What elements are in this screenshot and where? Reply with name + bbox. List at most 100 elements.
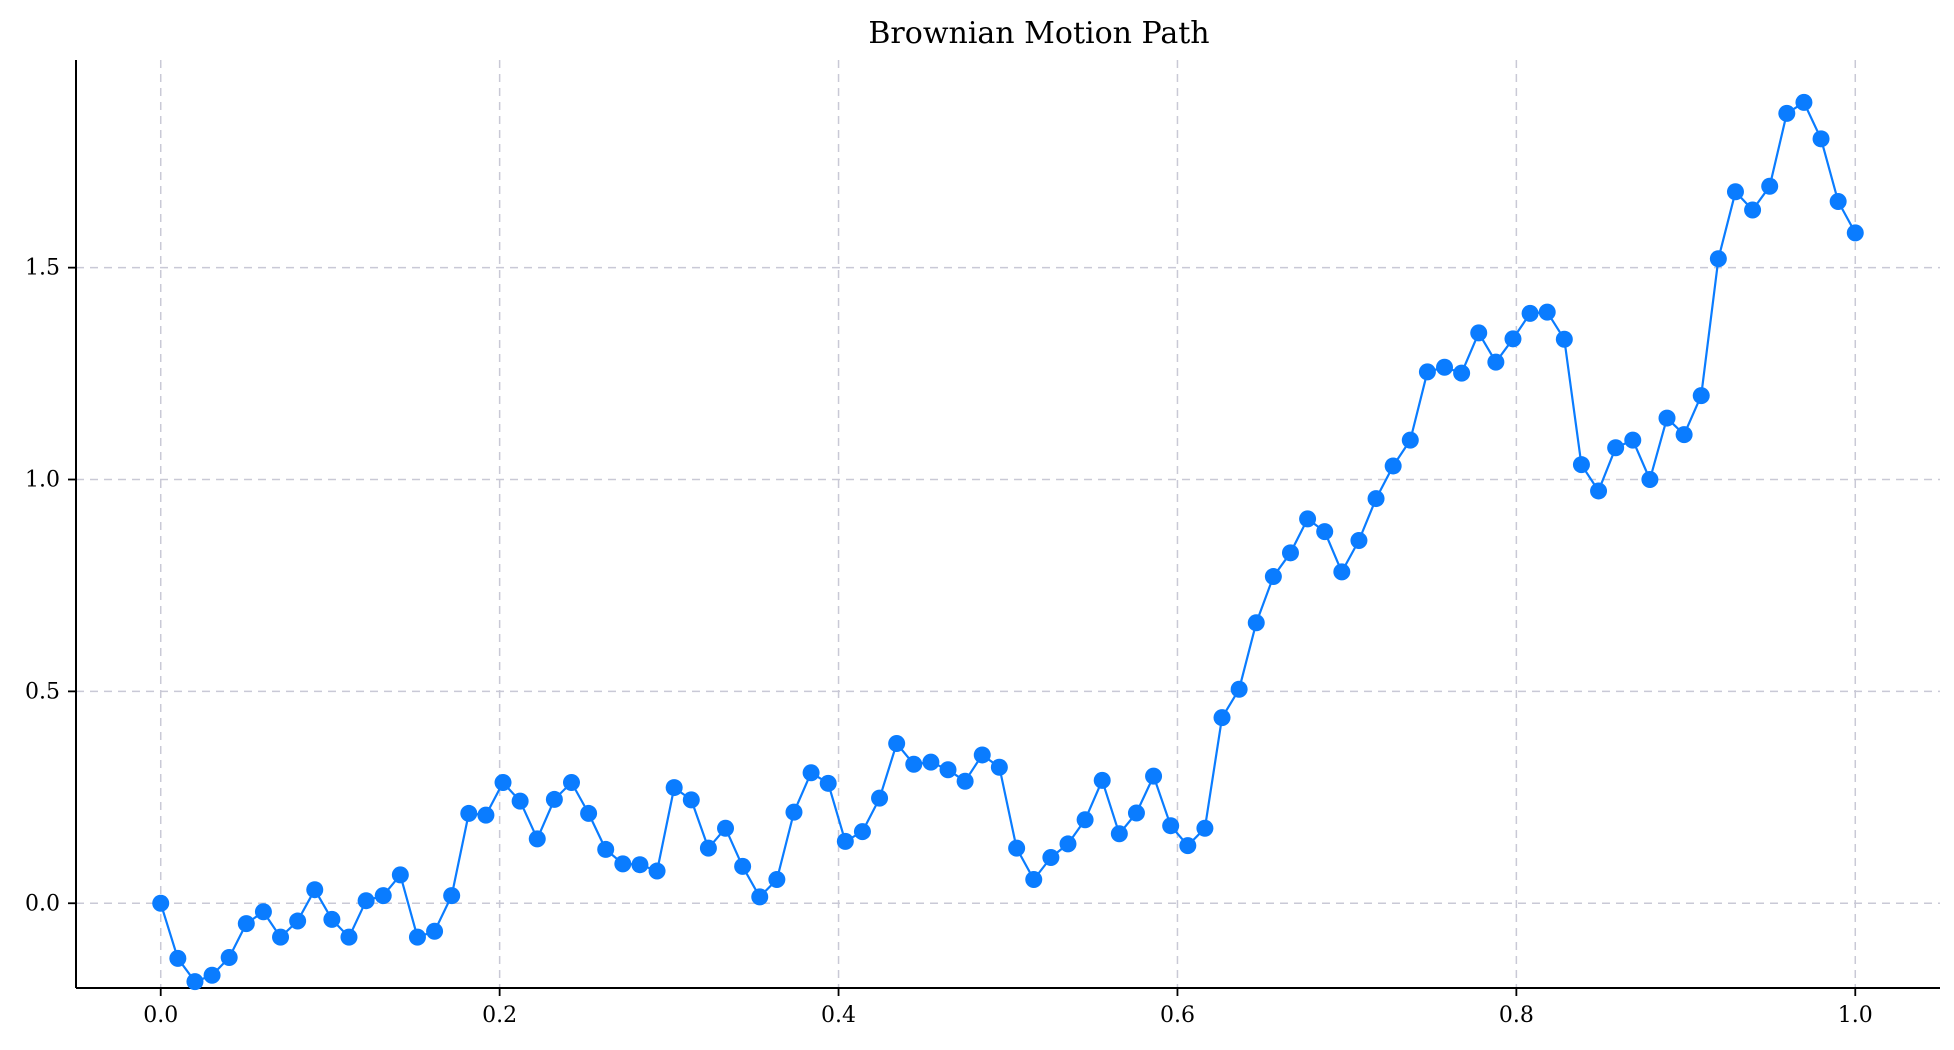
data-point [888,734,906,752]
data-point [1059,835,1077,853]
data-point [1384,457,1402,475]
data-point [272,928,290,946]
data-point [648,862,666,880]
data-point [1316,523,1334,541]
data-point [871,789,889,807]
axes: 0.0 0.2 0.4 0.6 0.8 1.0 0.0 0.5 1.0 1.5 [25,60,1940,1028]
data-point [1846,224,1864,242]
data-point [1145,767,1163,785]
data-point [1093,771,1111,789]
data-point [562,773,580,791]
data-point [323,910,341,928]
data-point [152,894,170,912]
data-point [819,774,837,792]
data-point [1778,104,1796,122]
data-point [374,887,392,905]
data-point [1196,819,1214,837]
x-tick-label: 1.0 [1838,1003,1873,1028]
data-point [1008,839,1026,857]
data-point [186,973,204,991]
data-point [340,928,358,946]
data-point [1761,177,1779,195]
data-point [580,804,598,822]
data-point [1333,563,1351,581]
data-point [1264,568,1282,586]
data-point [1470,324,1488,342]
data-point [306,881,324,899]
data-point [1675,426,1693,444]
data-markers [152,93,1864,991]
data-point [477,806,495,824]
data-point [391,866,409,884]
x-tick-label: 0.4 [821,1003,856,1028]
data-point [494,773,512,791]
data-point [289,912,307,930]
chart-title: Brownian Motion Path [868,16,1209,51]
data-point [631,856,649,874]
data-point [853,823,871,841]
data-point [922,753,940,771]
data-point [1658,409,1676,427]
data-point [1367,490,1385,508]
data-point [597,840,615,858]
data-point [1213,709,1231,727]
y-tick-label: 1.0 [25,468,60,493]
data-point [1247,614,1265,632]
data-point [751,888,769,906]
data-point [1436,358,1454,376]
data-point [956,772,974,790]
data-point [802,764,820,782]
data-point [1590,482,1608,500]
x-tick-label: 0.0 [143,1003,178,1028]
data-point [1487,353,1505,371]
data-point [1179,837,1197,855]
data-point [905,755,923,773]
data-point [1350,532,1368,550]
data-point [408,928,426,946]
data-point [1299,510,1317,528]
data-point [614,855,632,873]
data-point [545,790,563,808]
data-point [1281,544,1299,562]
data-point [1555,330,1573,348]
data-point [734,857,752,875]
data-point [717,819,735,837]
data-point [1744,201,1762,219]
data-point [1607,439,1625,457]
data-point [1504,330,1522,348]
data-point [990,758,1008,776]
data-point [237,915,255,933]
data-point [682,791,700,809]
data-point [528,830,546,848]
data-point [1042,848,1060,866]
y-tick-label: 0.5 [25,679,60,704]
x-tick-label: 0.8 [1499,1003,1534,1028]
data-point [254,903,272,921]
data-point [1110,825,1128,843]
data-point [973,746,991,764]
y-tick-label: 0.0 [25,891,60,916]
data-point [939,761,957,779]
data-point [443,887,461,905]
data-point [1795,93,1813,111]
grid-lines [76,60,1940,988]
data-point [1230,680,1248,698]
y-tick-label: 1.5 [25,256,60,281]
data-point [836,832,854,850]
data-point [1453,364,1471,382]
data-point [1025,871,1043,889]
data-point [203,966,221,984]
data-point [1127,804,1145,822]
data-point [1572,456,1590,474]
data-point [511,792,529,810]
x-tick-label: 0.2 [482,1003,517,1028]
data-point [699,839,717,857]
data-point [220,948,238,966]
data-point [1076,811,1094,829]
series-line [159,101,1857,983]
data-point [1726,183,1744,201]
data-point [1401,431,1419,449]
data-line [159,101,1857,983]
data-point [1538,303,1556,321]
